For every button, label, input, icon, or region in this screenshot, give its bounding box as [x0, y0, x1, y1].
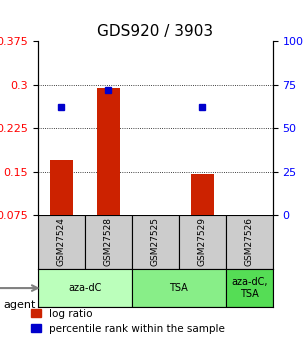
Bar — [97, 88, 120, 215]
FancyBboxPatch shape — [132, 269, 226, 307]
Text: TSA: TSA — [169, 283, 188, 293]
Text: aza-dC,
TSA: aza-dC, TSA — [231, 277, 268, 299]
FancyBboxPatch shape — [226, 215, 273, 269]
FancyBboxPatch shape — [85, 215, 132, 269]
FancyBboxPatch shape — [38, 269, 132, 307]
FancyBboxPatch shape — [226, 269, 273, 307]
Bar — [191, 175, 214, 215]
Text: GSM27524: GSM27524 — [57, 218, 66, 266]
Text: aza-dC: aza-dC — [68, 283, 102, 293]
FancyBboxPatch shape — [179, 215, 226, 269]
Title: GDS920 / 3903: GDS920 / 3903 — [97, 24, 213, 39]
Text: GSM27526: GSM27526 — [245, 217, 254, 266]
Text: GSM27528: GSM27528 — [104, 217, 113, 266]
FancyBboxPatch shape — [132, 215, 179, 269]
FancyBboxPatch shape — [38, 215, 85, 269]
Text: GSM27525: GSM27525 — [151, 217, 160, 266]
Bar — [50, 160, 73, 215]
Text: GSM27529: GSM27529 — [198, 217, 207, 266]
Legend: log ratio, percentile rank within the sample: log ratio, percentile rank within the sa… — [26, 305, 229, 338]
Text: agent: agent — [3, 300, 35, 310]
